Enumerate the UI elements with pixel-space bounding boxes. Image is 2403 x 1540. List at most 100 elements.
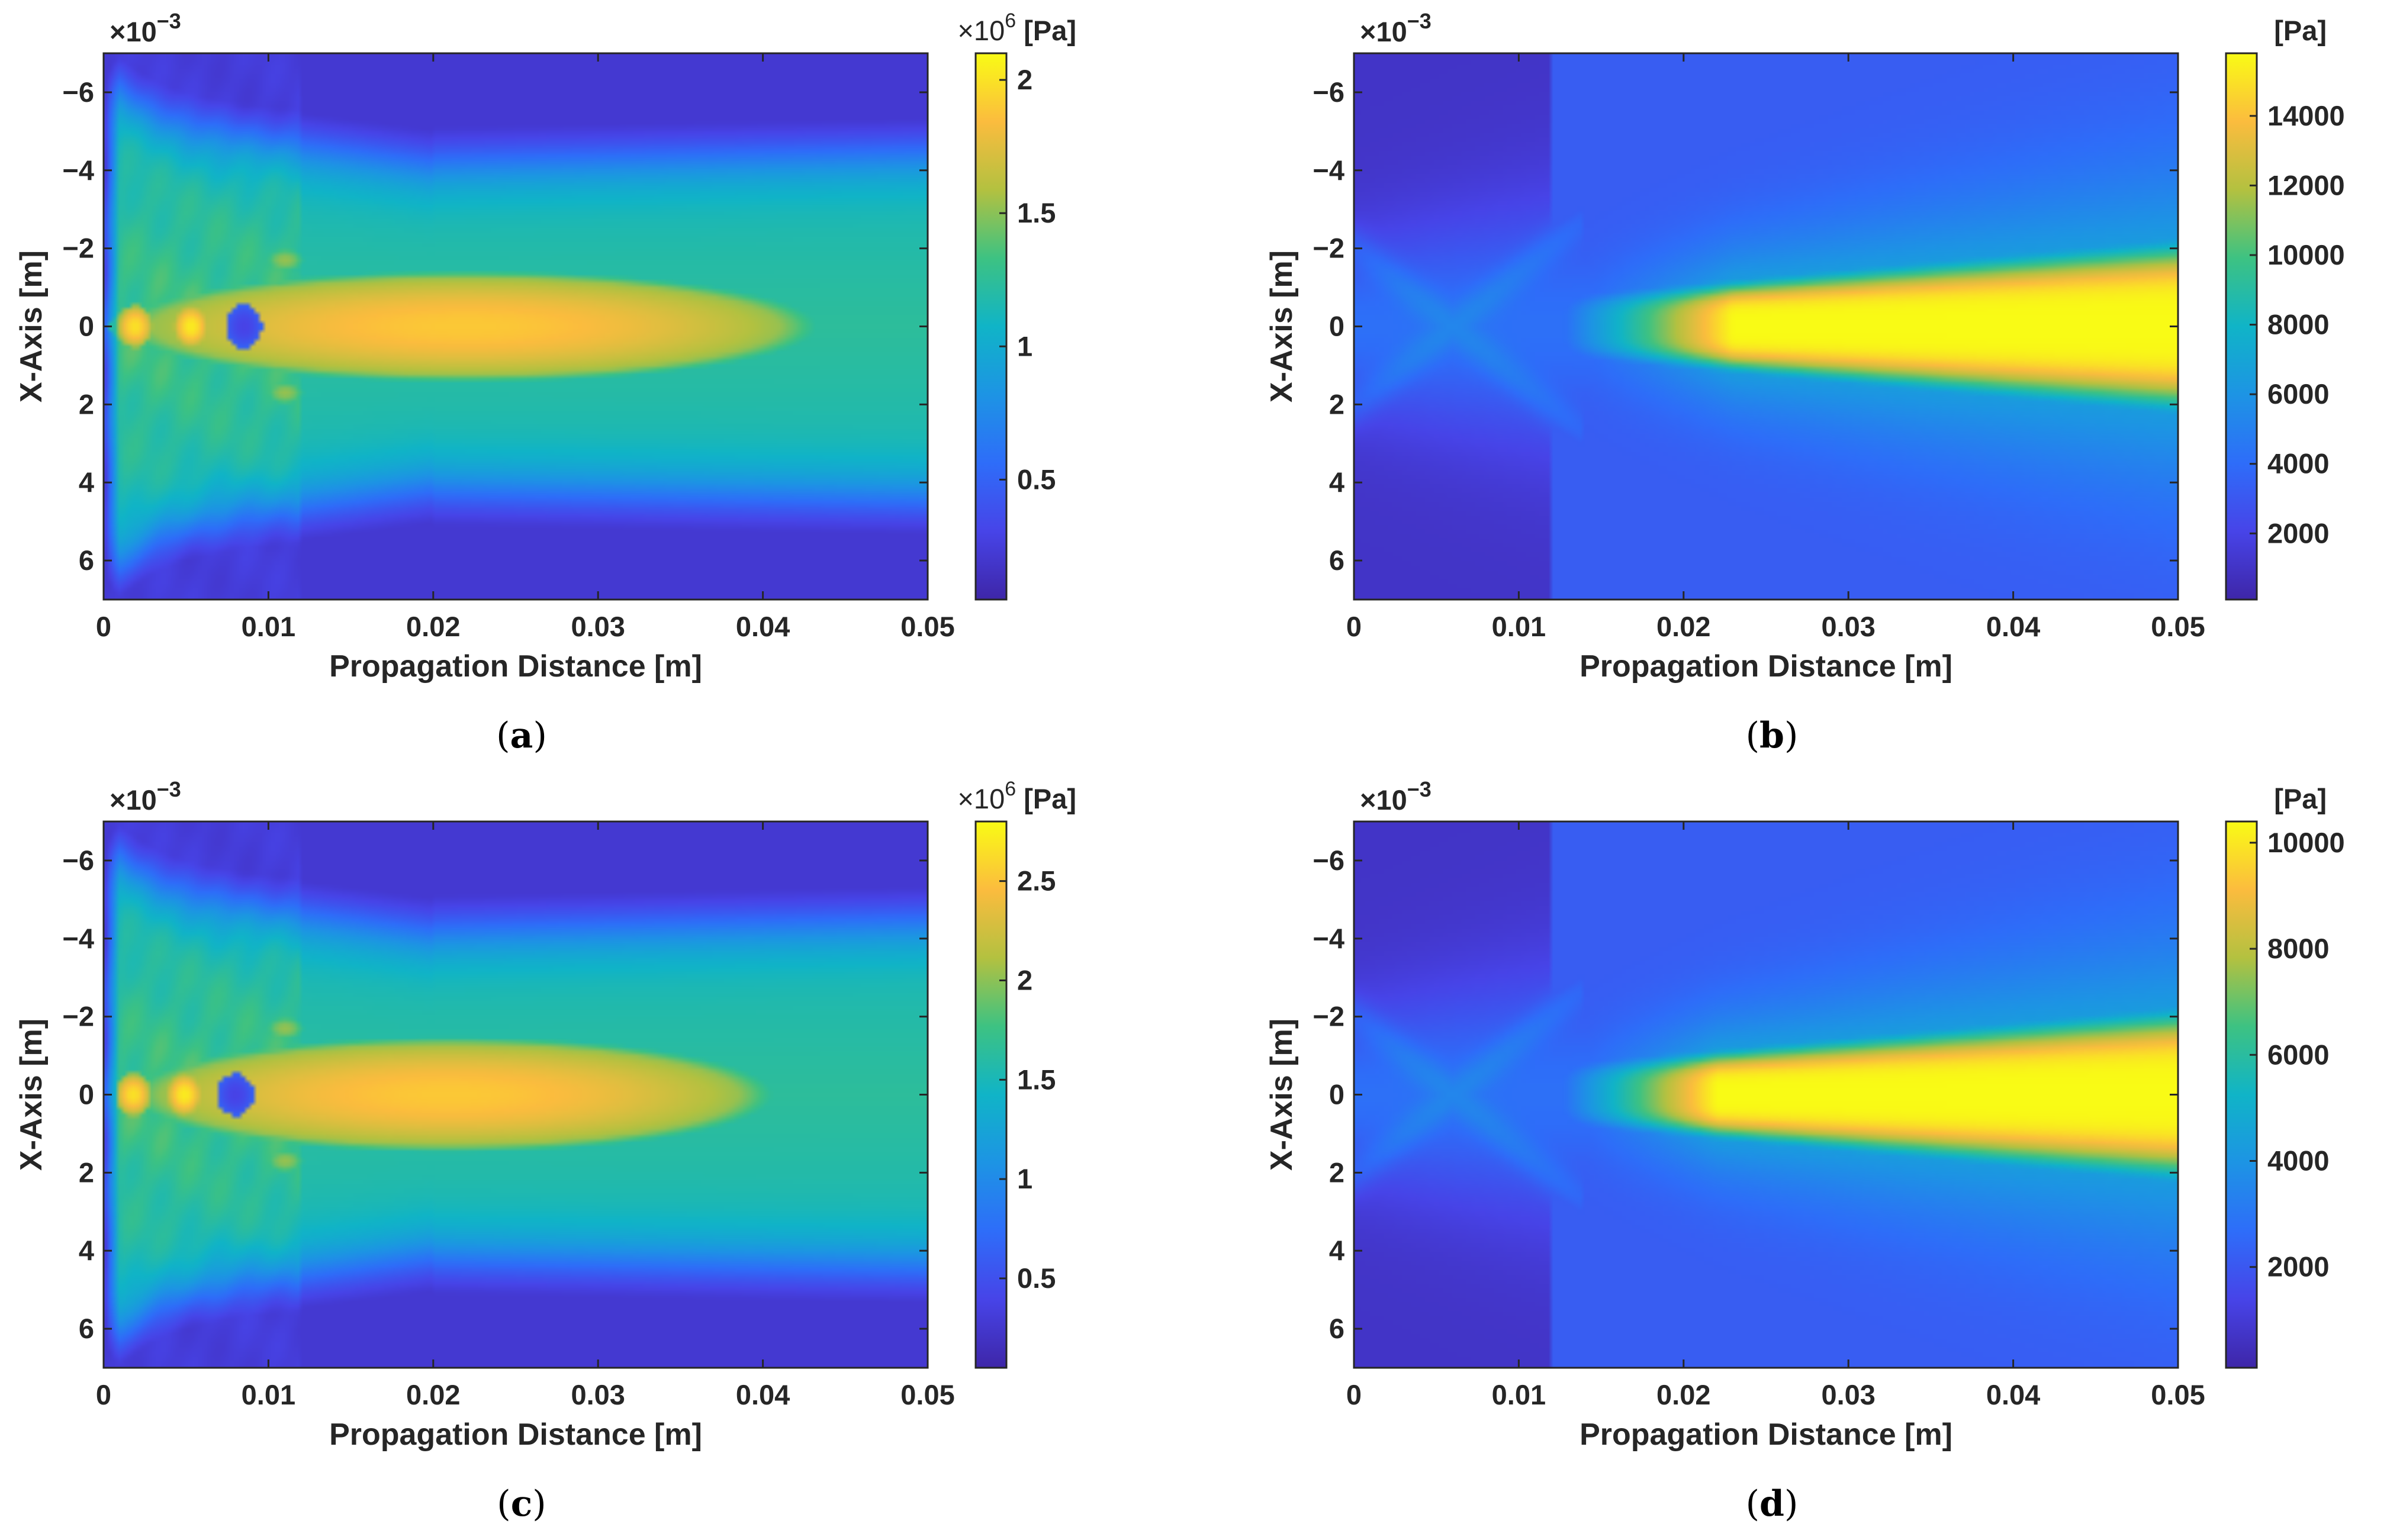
y-tick-label: 2 xyxy=(1329,388,1344,420)
y-tick-label: −2 xyxy=(1313,233,1344,264)
panel-caption-a: (a) xyxy=(496,715,547,756)
colorbar-tick-label: 10000 xyxy=(2267,239,2345,270)
x-tick-label: 0.05 xyxy=(2151,611,2205,642)
colorbar-tick-label: 1.5 xyxy=(1017,197,1056,228)
colorbar-b xyxy=(2226,53,2257,600)
y-tick-label: −2 xyxy=(62,1001,94,1032)
y-tick-label: −6 xyxy=(1313,76,1344,108)
colorbar-unit: ×106 [Pa] xyxy=(957,9,1076,46)
colorbar-frame xyxy=(974,820,1008,1369)
colorbar-unit: [Pa] xyxy=(2274,783,2327,814)
colorbar-frame xyxy=(2225,820,2258,1369)
y-axis-label: X-Axis [m] xyxy=(1265,250,1299,402)
heatmap-image-d xyxy=(1354,821,2178,1368)
y-tick-label: −6 xyxy=(62,845,94,876)
colorbar-tick-label: 0.5 xyxy=(1017,463,1056,495)
y-tick-label: −6 xyxy=(1313,845,1344,876)
x-tick-label: 0.05 xyxy=(2151,1379,2205,1410)
x-tick-label: 0.05 xyxy=(900,611,954,642)
x-tick-label: 0.01 xyxy=(242,611,295,642)
colorbar-tick-label: 6000 xyxy=(2267,378,2330,410)
y-multiplier: ×10−3 xyxy=(1360,9,1431,47)
x-tick-label: 0 xyxy=(1346,611,1362,642)
x-tick-label: 0.02 xyxy=(1656,1379,1710,1410)
x-tick-label: 0.05 xyxy=(900,1379,954,1410)
y-tick-label: 0 xyxy=(1329,311,1344,342)
y-tick-label: 0 xyxy=(1329,1079,1344,1110)
panel-d: 0 0.01 0.02 0.03 0.04 0.05 −6 −4 −2 0 2 4 6 ×10−3 Prop… xyxy=(1265,777,2345,1525)
x-tick-label: 0.03 xyxy=(571,1379,625,1410)
panel-b: 0 0.01 0.02 0.03 0.04 0.05 −6 −4 −2 0 2 4 6 ×10−3 Prop… xyxy=(1265,9,2345,756)
x-tick-label: 0.02 xyxy=(1656,611,1710,642)
colorbar-tick-label: 2000 xyxy=(2267,517,2330,549)
y-tick-label: −4 xyxy=(1313,154,1344,186)
x-tick-label: 0 xyxy=(1346,1379,1362,1410)
panel-caption-c: (c) xyxy=(497,1483,546,1525)
colorbar-tick-label: 1 xyxy=(1017,330,1032,362)
y-tick-label: 2 xyxy=(1329,1156,1344,1188)
y-tick-label: −4 xyxy=(1313,923,1344,954)
colorbar-tick-label: 1 xyxy=(1017,1163,1032,1194)
colorbar-d xyxy=(2226,821,2257,1368)
y-tick-label: 4 xyxy=(1329,1235,1344,1266)
y-tick-label: 6 xyxy=(79,545,94,576)
y-multiplier: ×10−3 xyxy=(110,777,181,816)
x-tick-label: 0.03 xyxy=(1821,611,1875,642)
colorbar-unit: [Pa] xyxy=(2274,15,2327,46)
x-axis-label: Propagation Distance [m] xyxy=(1580,1417,1952,1452)
colorbar-tick-label: 6000 xyxy=(2267,1039,2330,1070)
colorbar-tick-label: 2000 xyxy=(2267,1251,2330,1283)
colorbar-tick-label: 2 xyxy=(1017,64,1032,95)
x-tick-label: 0 xyxy=(96,611,111,642)
colorbar-tick-label: 0.5 xyxy=(1017,1262,1056,1294)
colorbar-tick-label: 8000 xyxy=(2267,309,2330,340)
x-tick-label: 0.01 xyxy=(1492,1379,1546,1410)
x-tick-label: 0.01 xyxy=(1492,611,1546,642)
panel-a: 0 0.01 0.02 0.03 0.04 0.05 −6 −4 −2 0 2 4 6 ×10−3 Prop… xyxy=(14,9,1076,756)
y-tick-label: 4 xyxy=(79,466,94,498)
x-tick-label: 0.04 xyxy=(1986,1379,2040,1410)
panel-caption-d: (d) xyxy=(1746,1483,1799,1525)
y-tick-label: 4 xyxy=(1329,466,1344,498)
y-axis-label: X-Axis [m] xyxy=(14,1019,49,1171)
x-tick-label: 0.02 xyxy=(406,611,460,642)
colorbar-unit: ×106 [Pa] xyxy=(957,778,1076,814)
colorbar-tick-label: 1.5 xyxy=(1017,1064,1056,1095)
colorbar-tick-label: 4000 xyxy=(2267,448,2330,479)
colorbar-tick-label: 10000 xyxy=(2267,827,2345,858)
heatmap-image-b xyxy=(1354,53,2178,600)
y-tick-label: 0 xyxy=(79,311,94,342)
y-tick-label: 6 xyxy=(79,1313,94,1344)
y-tick-label: −2 xyxy=(1313,1001,1344,1032)
y-tick-label: −4 xyxy=(62,923,94,954)
colorbar-tick-label: 8000 xyxy=(2267,933,2330,964)
heatmap-image-a xyxy=(104,53,928,600)
panel-c: 0 0.01 0.02 0.03 0.04 0.05 −6 −4 −2 0 2 4 6 ×10−3 Prop… xyxy=(14,777,1076,1525)
y-tick-label: 6 xyxy=(1329,1313,1344,1344)
y-tick-label: −6 xyxy=(62,76,94,108)
x-tick-label: 0.01 xyxy=(242,1379,295,1410)
x-tick-label: 0.03 xyxy=(571,611,625,642)
colorbar-c xyxy=(976,821,1006,1368)
colorbar-tick-label: 14000 xyxy=(2267,100,2345,131)
y-multiplier: ×10−3 xyxy=(110,9,181,47)
y-tick-label: −2 xyxy=(62,233,94,264)
y-multiplier: ×10−3 xyxy=(1360,777,1431,816)
x-tick-label: 0.04 xyxy=(736,611,790,642)
x-tick-label: 0 xyxy=(96,1379,111,1410)
y-axis-label: X-Axis [m] xyxy=(14,250,49,402)
colorbar-frame xyxy=(974,52,1008,601)
colorbar-a xyxy=(976,53,1006,600)
y-tick-label: 4 xyxy=(79,1235,94,1266)
panel-caption-b: (b) xyxy=(1746,715,1799,756)
colorbar-tick-label: 2 xyxy=(1017,965,1032,996)
x-axis-label: Propagation Distance [m] xyxy=(329,649,702,684)
heatmap-image-c xyxy=(104,821,928,1368)
x-axis-label: Propagation Distance [m] xyxy=(1580,649,1952,684)
y-axis-label: X-Axis [m] xyxy=(1265,1019,1299,1171)
x-tick-label: 0.04 xyxy=(1986,611,2040,642)
colorbar-frame xyxy=(2225,52,2258,601)
colorbar-tick-label: 2.5 xyxy=(1017,865,1056,897)
colorbar-tick-label: 4000 xyxy=(2267,1145,2330,1177)
